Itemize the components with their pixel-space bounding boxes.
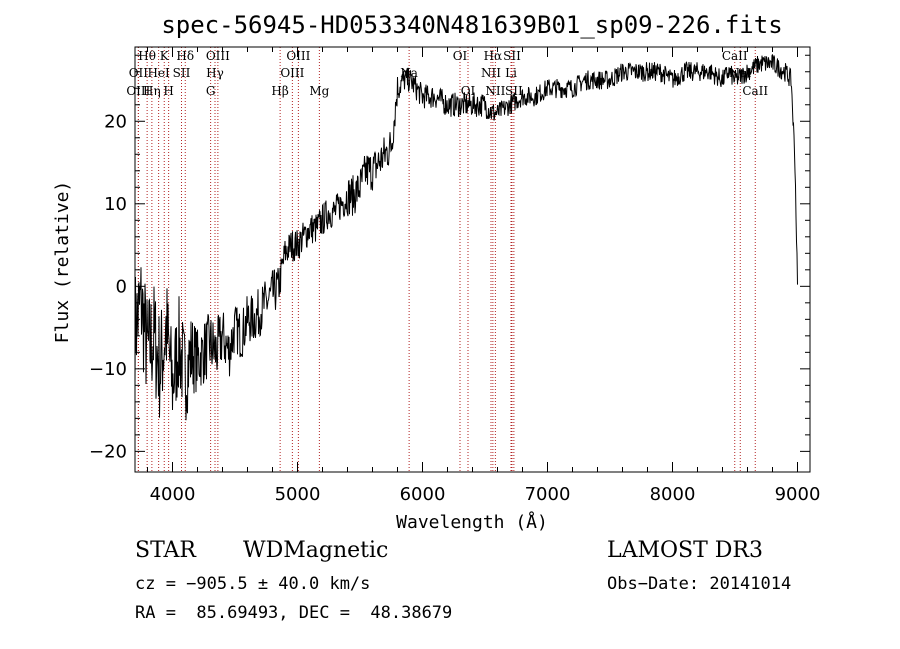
spectral-line-label: OI <box>453 49 468 63</box>
x-tick-label: 4000 <box>150 484 196 505</box>
spectral-line-label: NII <box>481 66 501 80</box>
chart-title: spec-56945-HD053340N481639B01_sp09-226.f… <box>161 11 782 39</box>
subclass-label: WDMagnetic <box>243 538 389 563</box>
axis-tick-labels: 4000 5000 6000 7000 8000 9000 −20 −10 0 10 20 <box>89 111 820 505</box>
x-tick-label: 6000 <box>400 484 446 505</box>
spectral-line-label: CaII <box>722 49 748 63</box>
x-axis-label: Wavelength (Å) <box>396 511 548 533</box>
y-tick-label: 10 <box>104 194 127 215</box>
x-tick-label: 7000 <box>525 484 571 505</box>
spectral-line-label: Hγ <box>206 66 224 80</box>
spectral-line-label: CaII <box>742 84 768 98</box>
spectral-line-label: OII <box>129 66 149 80</box>
spectral-line-label: SII <box>173 66 191 80</box>
spectral-line-label: HeI <box>147 66 170 80</box>
spectral-line-label: K <box>160 49 170 63</box>
spectral-line-label: SII <box>505 84 523 98</box>
spectral-line-markers <box>137 47 756 472</box>
survey-label: LAMOST DR3 <box>607 538 763 563</box>
spectral-line-label: NII <box>485 84 505 98</box>
x-tick-label: 9000 <box>775 484 821 505</box>
y-tick-label: 20 <box>104 111 127 132</box>
class-label: STAR <box>135 538 196 563</box>
spectral-line-label: G <box>206 84 216 98</box>
obs-date-text: Obs−Date: 20141014 <box>607 574 792 594</box>
spectral-line-label: SII <box>503 49 521 63</box>
spectral-line-label: OIII <box>286 49 310 63</box>
spectral-line-label: Li <box>505 66 517 80</box>
redshift-text: cz = −905.5 ± 40.0 km/s <box>135 574 371 594</box>
spectral-line-label: OIII <box>126 84 150 98</box>
x-tick-label: 5000 <box>275 484 321 505</box>
y-axis-label: Flux (relative) <box>52 181 73 344</box>
spectral-line-label: Mg <box>309 84 329 98</box>
coordinates-text: RA = 85.69493, DEC = 48.38679 <box>135 603 453 623</box>
y-tick-label: 0 <box>116 276 127 297</box>
spectral-line-label: OI <box>461 84 476 98</box>
spectral-line-label: Hα <box>484 49 503 63</box>
spectral-line-label: Hβ <box>271 84 288 98</box>
spectral-line-label: Hη <box>143 84 161 98</box>
spectral-line-label: OIII <box>280 66 304 80</box>
spectral-line-label: Hδ <box>176 49 194 63</box>
spectral-line-label: H <box>163 84 173 98</box>
spectral-line-label: OIII <box>206 49 230 63</box>
axis-ticks <box>135 47 810 472</box>
spectral-line-label: Hθ <box>138 49 156 63</box>
x-tick-label: 8000 <box>650 484 696 505</box>
flux-series-line <box>134 54 798 421</box>
y-tick-label: −20 <box>89 441 127 462</box>
y-tick-label: −10 <box>89 359 127 380</box>
